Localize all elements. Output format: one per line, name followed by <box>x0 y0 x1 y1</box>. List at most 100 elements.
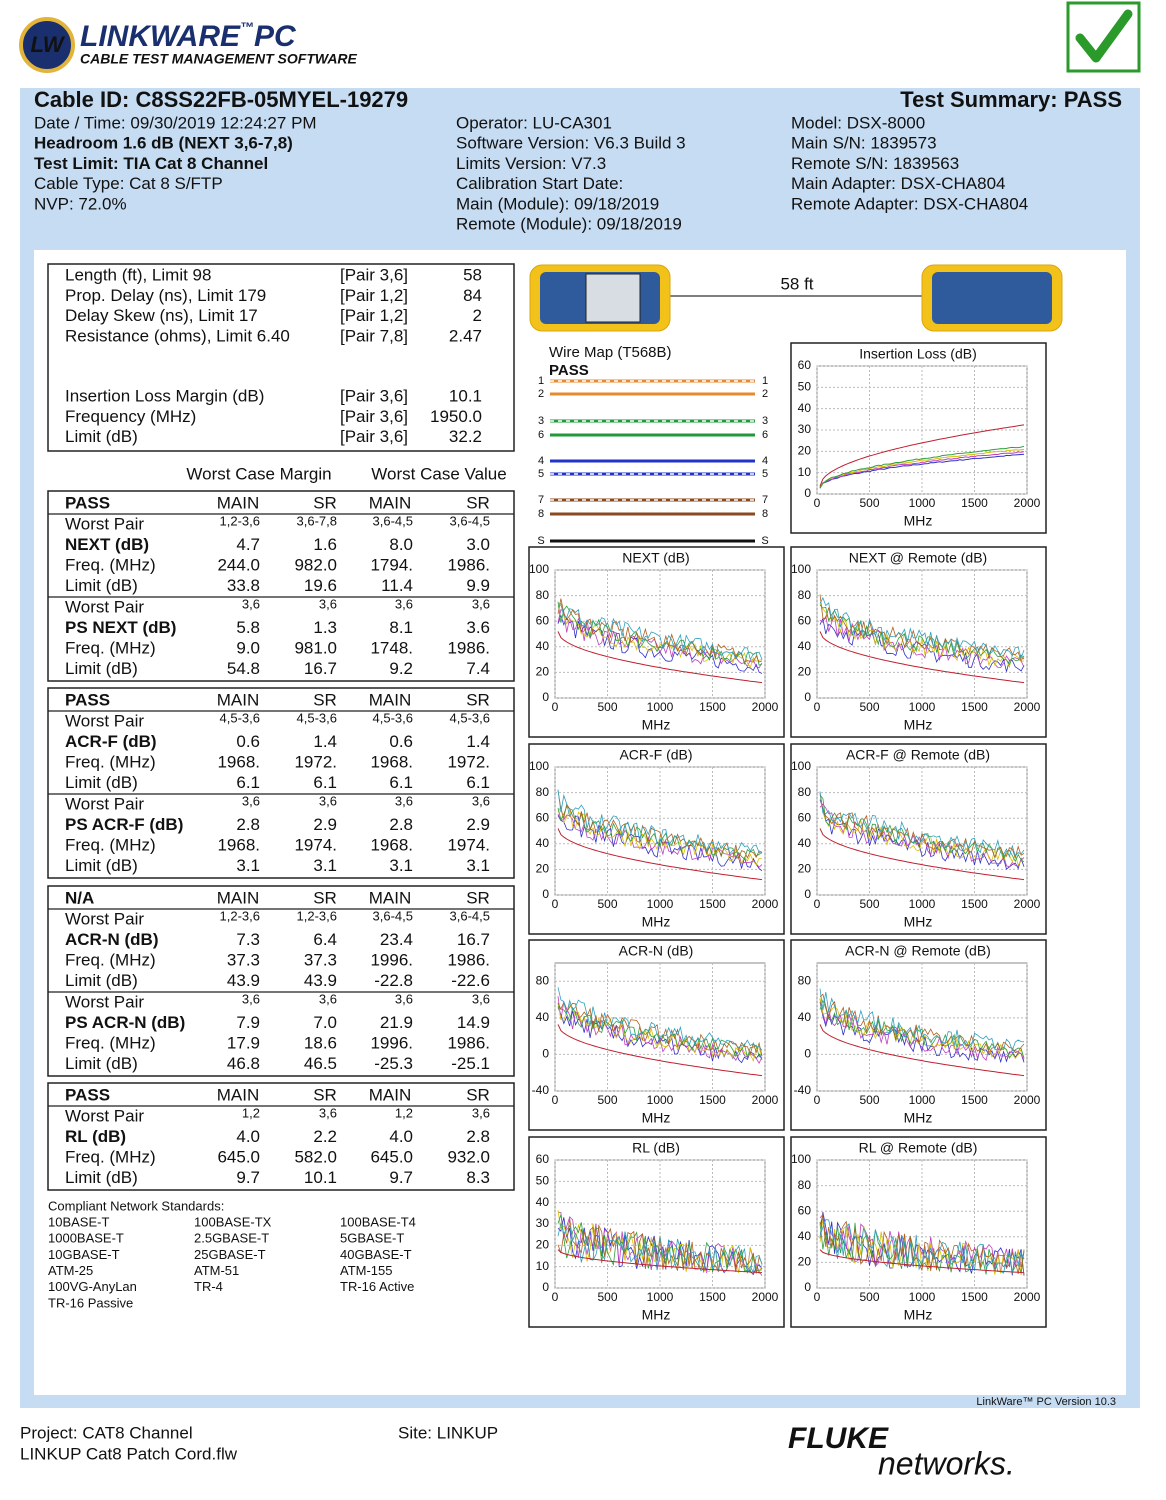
graph-title: NEXT @ Remote (dB) <box>849 550 987 566</box>
row-label: Freq. (MHz) <box>65 752 156 771</box>
row-value: 4,5-3,6 <box>297 710 337 725</box>
row-value: 37.3 <box>304 950 337 969</box>
standard: 1000BASE-T <box>48 1231 124 1246</box>
summary-line: NVP: 72.0% <box>34 194 127 213</box>
column-head: SR <box>466 1085 490 1104</box>
row-value: 6.1 <box>389 773 413 792</box>
row-label: PS NEXT (dB) <box>65 618 176 637</box>
y-tick-label: 50 <box>798 380 812 394</box>
column-head: SR <box>466 888 490 907</box>
row-label: Freq. (MHz) <box>65 835 156 854</box>
measurement-pair: [Pair 1,2] <box>340 306 408 325</box>
x-tick-label: 500 <box>597 897 617 911</box>
measurement-label: Delay Skew (ns), Limit 17 <box>65 306 258 325</box>
x-tick-label: 1500 <box>961 1290 988 1304</box>
standard: 100BASE-T4 <box>340 1214 416 1229</box>
row-label: PS ACR-N (dB) <box>65 1013 185 1032</box>
summary-line: Operator: LU-CA301 <box>456 113 612 132</box>
column-head: MAIN <box>369 1085 412 1104</box>
x-tick-label: 0 <box>814 1093 821 1107</box>
row-value: 0.6 <box>236 732 260 751</box>
pin-right: 3 <box>762 415 768 427</box>
measurement-box <box>47 263 515 452</box>
row-label: RL (dB) <box>65 1127 126 1146</box>
x-tick-label: 2000 <box>752 1093 779 1107</box>
y-tick-label: 60 <box>536 613 550 627</box>
row-value: 1974. <box>294 835 337 854</box>
x-tick-label: 1000 <box>909 1093 936 1107</box>
trace <box>557 609 763 669</box>
graph-box <box>528 1136 785 1328</box>
column-head: SR <box>313 690 337 709</box>
measurement-label: Frequency (MHz) <box>65 407 196 426</box>
standard: ATM-25 <box>48 1263 93 1278</box>
limit-trace <box>819 631 1025 684</box>
row-value: 3,6 <box>242 793 260 808</box>
pin-left: 6 <box>538 429 544 441</box>
pin-right: 2 <box>762 388 768 400</box>
x-axis-label: MHz <box>642 914 671 930</box>
trace <box>819 1214 1025 1275</box>
trace <box>819 791 1025 858</box>
brand-bottom: networks. <box>878 1445 1015 1481</box>
standard: 5GBASE-T <box>340 1231 404 1246</box>
row-label: Freq. (MHz) <box>65 1147 156 1166</box>
trace <box>557 805 763 866</box>
column-head: MAIN <box>369 493 412 512</box>
y-tick-label: -40 <box>532 1083 550 1097</box>
y-tick-label: 10 <box>536 1259 550 1273</box>
y-tick-label: 40 <box>536 639 550 653</box>
summary-line: Cable Type: Cat 8 S/FTP <box>34 174 223 193</box>
x-axis-label: MHz <box>904 914 933 930</box>
row-value: 6.1 <box>236 773 260 792</box>
worst-value-head: Worst Case Value <box>371 464 506 483</box>
y-tick-label: 0 <box>542 1047 549 1061</box>
row-label: Limit (dB) <box>65 856 138 875</box>
row-value: 3,6 <box>395 991 413 1006</box>
section-box <box>47 687 515 879</box>
row-value: 1986. <box>447 1033 490 1052</box>
y-tick-label: 0 <box>542 690 549 704</box>
y-tick-label: 60 <box>798 613 812 627</box>
y-tick-label: 0 <box>804 887 811 901</box>
row-value: 3,6-4,5 <box>450 513 490 528</box>
trademark: ™ <box>240 19 254 35</box>
measurement-pair: [Pair 1,2] <box>340 286 408 305</box>
row-value: 7.3 <box>236 930 260 949</box>
row-value: 645.0 <box>370 1147 413 1166</box>
row-value: 3,6 <box>319 991 337 1006</box>
trace <box>819 449 1025 488</box>
y-tick-label: 60 <box>798 1203 812 1217</box>
row-value: 7.4 <box>466 659 490 678</box>
row-value: 3,6 <box>472 596 490 611</box>
trace <box>557 601 763 666</box>
row-label: Worst Pair <box>65 992 144 1011</box>
x-tick-label: 2000 <box>752 1290 779 1304</box>
row-value: 1,2-3,6 <box>297 908 337 923</box>
row-value: 4,5-3,6 <box>373 710 413 725</box>
y-tick-label: 50 <box>536 1174 550 1188</box>
summary-line: Main S/N: 1839573 <box>791 134 937 153</box>
row-value: 18.6 <box>304 1033 337 1052</box>
row-value: 19.6 <box>304 576 337 595</box>
pin-left: 2 <box>538 388 544 400</box>
logo-badge <box>19 17 75 73</box>
x-tick-label: 1000 <box>647 897 674 911</box>
column-head: SR <box>466 493 490 512</box>
section-status: PASS <box>65 1085 110 1104</box>
section-status: PASS <box>65 690 110 709</box>
summary-line: Test Limit: TIA Cat 8 Channel <box>34 154 268 173</box>
pin-left: 8 <box>538 508 544 520</box>
column-head: MAIN <box>369 690 412 709</box>
row-label: PS ACR-F (dB) <box>65 815 183 834</box>
limit-trace <box>819 1249 1025 1274</box>
row-value: 1,2 <box>395 1105 413 1120</box>
measurement-value: 32.2 <box>449 427 482 446</box>
row-value: 2.9 <box>313 815 337 834</box>
worst-margin-head: Worst Case Margin <box>186 464 331 483</box>
x-tick-label: 0 <box>814 700 821 714</box>
row-value: 3,6 <box>319 596 337 611</box>
y-tick-label: 30 <box>536 1216 550 1230</box>
measurement-pair: [Pair 3,6] <box>340 265 408 284</box>
standard: TR-16 Active <box>340 1279 414 1294</box>
